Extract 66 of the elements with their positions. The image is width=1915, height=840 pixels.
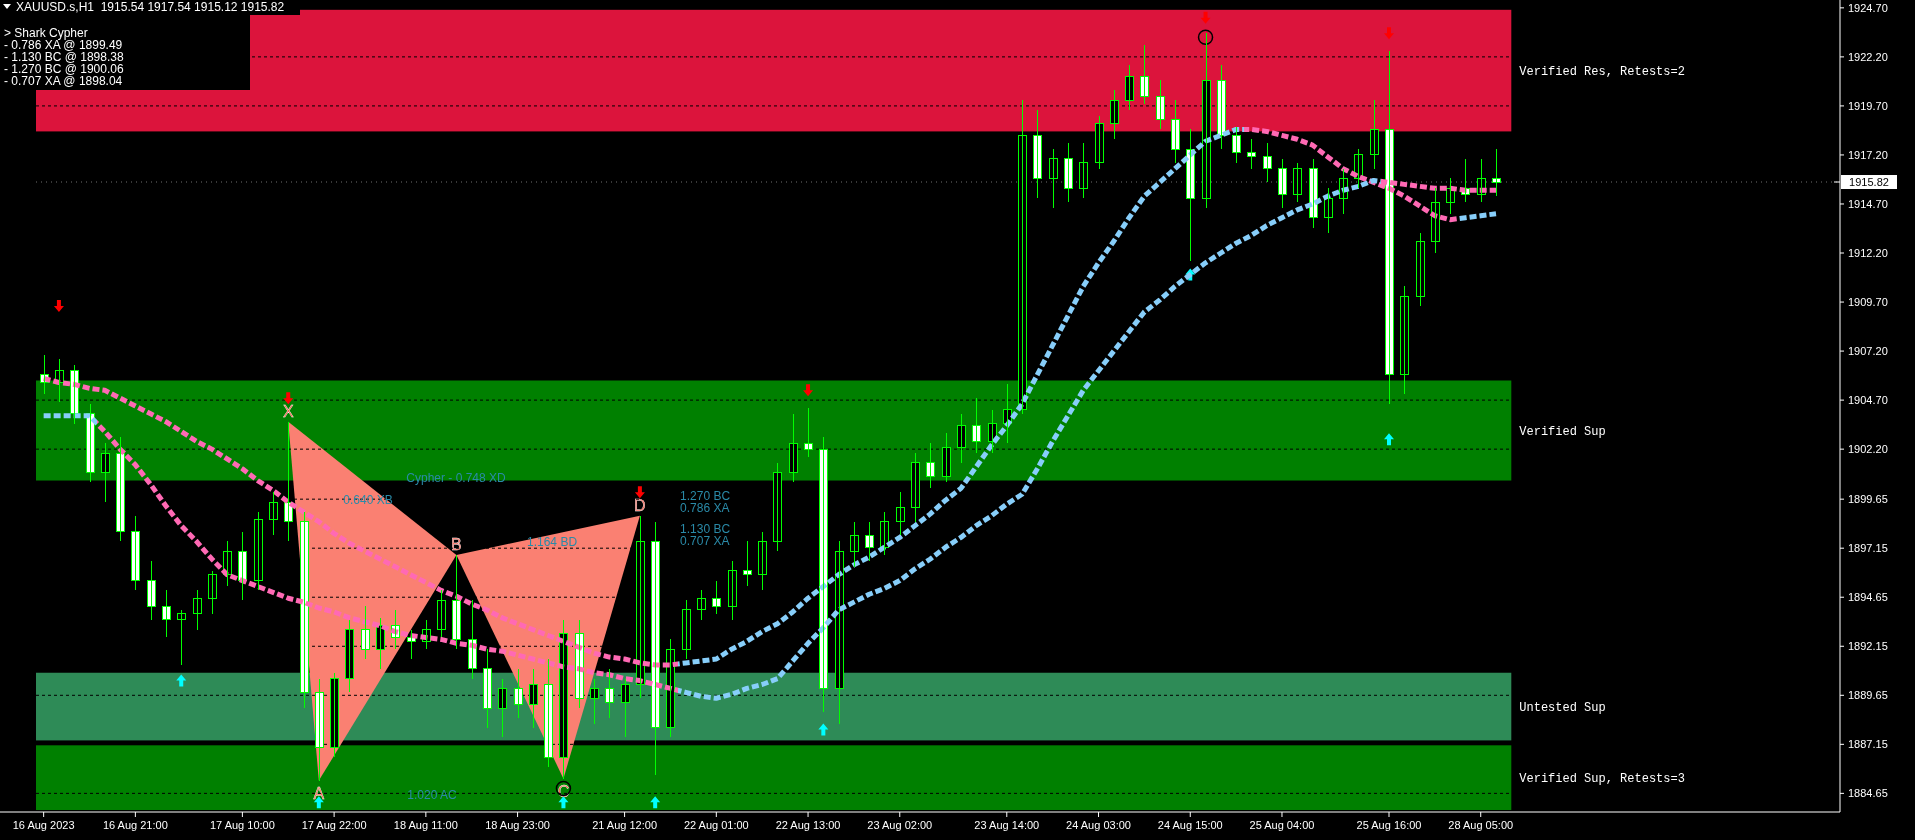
point: [176, 674, 187, 687]
x-tick-label: 21 Aug 12:00: [592, 819, 658, 831]
point: [803, 384, 814, 397]
x-tick-label: 25 Aug 16:00: [1356, 819, 1422, 831]
annotation: > Shark Cypher: [4, 26, 88, 40]
point: [1197, 29, 1214, 46]
x-tick-label: 17 Aug 22:00: [301, 819, 367, 831]
y-tick-label: 1887.15: [1848, 738, 1888, 751]
x-tick-label: 24 Aug 03:00: [1066, 819, 1131, 831]
point: [650, 796, 661, 809]
band-label: Verified Sup: [1519, 424, 1606, 439]
band-label: Verified Res, Retests=2: [1519, 64, 1685, 79]
data-label: B: [451, 536, 462, 554]
point: [53, 299, 64, 312]
x-tick-label: 22 Aug 01:00: [683, 819, 749, 831]
x-tick-label: 18 Aug 23:00: [485, 819, 550, 831]
point: [283, 392, 294, 405]
x-tick-label: 28 Aug 05:00: [1448, 819, 1514, 831]
y-tick-label: 1917.20: [1848, 148, 1888, 161]
x-tick-label: 25 Aug 04:00: [1249, 819, 1315, 831]
y-tick-label: 1909.70: [1848, 296, 1888, 309]
y-tick-label: 1904.70: [1848, 394, 1888, 407]
y-tick-label: 1919.70: [1848, 99, 1888, 112]
annotation: - 0.707 XA @ 1898.04: [4, 74, 123, 88]
annotation: 0.707 XA: [680, 534, 730, 548]
data-label: X: [282, 402, 294, 420]
y-tick-label: 1914.70: [1848, 197, 1888, 210]
chart-title: XAUUSD.s,H1 1915.54 1917.54 1915.12 1915.82: [16, 0, 285, 14]
y-tick-label: 1892.15: [1848, 640, 1888, 653]
annotation: - 1.130 BC @ 1898.38: [4, 50, 124, 64]
y-tick-label: 1912.20: [1848, 247, 1888, 260]
x-tick-label: 16 Aug 21:00: [102, 819, 168, 831]
x-tick-label: 17 Aug 10:00: [209, 819, 275, 831]
x-tick-label: 22 Aug 13:00: [775, 819, 841, 831]
point: [1200, 11, 1211, 24]
x-tick-label: 23 Aug 02:00: [867, 819, 933, 831]
annotation: 1.020 AC: [407, 788, 458, 802]
y-tick-label: 1907.20: [1848, 345, 1888, 358]
point: [1384, 27, 1394, 40]
y-tick-label: 1894.65: [1848, 591, 1888, 604]
x-tick-label: 16 Aug 2023: [12, 819, 75, 831]
data-label: D: [634, 496, 646, 514]
y-tick-label: 1902.20: [1848, 443, 1888, 456]
y-tick-label: 1922.20: [1848, 50, 1888, 63]
annotation: - 0.786 XA @ 1899.49: [4, 38, 123, 52]
x-tick-label: 24 Aug 15:00: [1157, 819, 1223, 831]
annotation: 1.130 BC: [680, 522, 731, 536]
annotation: 1.270 BC: [680, 489, 731, 503]
y-tick-label: 1897.15: [1848, 542, 1888, 555]
band-label: Untested Sup: [1519, 700, 1606, 715]
annotation: 0.786 XA: [680, 501, 730, 515]
point: [1384, 433, 1394, 446]
y-tick-label: 1899.65: [1848, 493, 1888, 506]
point: [634, 486, 645, 499]
y-tick-label: 1884.65: [1848, 787, 1888, 800]
band-label: Verified Sup, Retests=3: [1519, 771, 1685, 786]
x-tick-label: 18 Aug 11:00: [393, 819, 458, 831]
annotation: - 1.270 BC @ 1900.06: [4, 62, 124, 76]
x-tick-label: 23 Aug 14:00: [974, 819, 1040, 831]
point: [818, 723, 829, 736]
ref-line-label: 1915.82: [1849, 176, 1889, 189]
y-tick-label: 1889.65: [1848, 689, 1888, 702]
point: [558, 796, 569, 809]
data-label: A: [313, 784, 325, 802]
annotation: 1.164 BD: [527, 535, 578, 549]
y-tick-label: 1924.70: [1848, 1, 1888, 14]
